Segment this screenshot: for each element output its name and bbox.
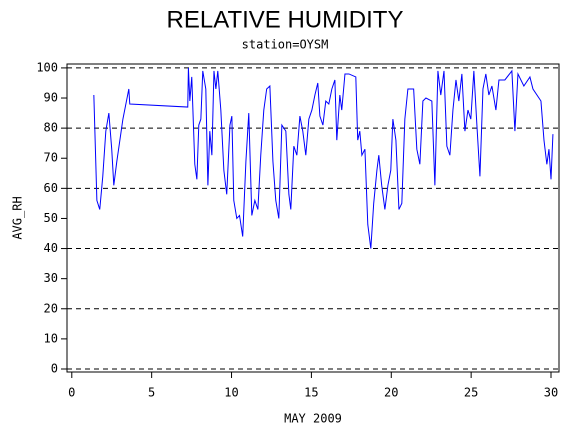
chart-subtitle: station=OYSM: [242, 38, 329, 52]
plot-frame: [66, 63, 560, 373]
x-tick-label: 0: [68, 386, 75, 400]
x-tick-label: 30: [544, 386, 558, 400]
y-tick-label: 60: [44, 181, 58, 195]
data-line: [93, 67, 554, 249]
y-tick-label: 0: [51, 361, 58, 375]
x-tick-label: 5: [148, 386, 155, 400]
y-tick-label: 90: [44, 91, 58, 105]
y-tick-label: 80: [44, 121, 58, 135]
chart-title: RELATIVE HUMIDITY: [167, 6, 404, 33]
y-tick-label: 70: [44, 151, 58, 165]
x-tick-label: 15: [304, 386, 318, 400]
y-tick-label: 40: [44, 241, 58, 255]
x-tick-label: 10: [224, 386, 238, 400]
y-tick-label: 30: [44, 271, 58, 285]
x-tick-label: 20: [384, 386, 398, 400]
y-axis-label: AVG_RH: [11, 196, 25, 239]
x-tick-label: 25: [464, 386, 478, 400]
x-axis-label: MAY 2009: [284, 412, 342, 426]
y-tick-label: 50: [44, 211, 58, 225]
y-tick-label: 10: [44, 331, 58, 345]
y-tick-label: 100: [36, 60, 58, 74]
y-tick-label: 20: [44, 301, 58, 315]
